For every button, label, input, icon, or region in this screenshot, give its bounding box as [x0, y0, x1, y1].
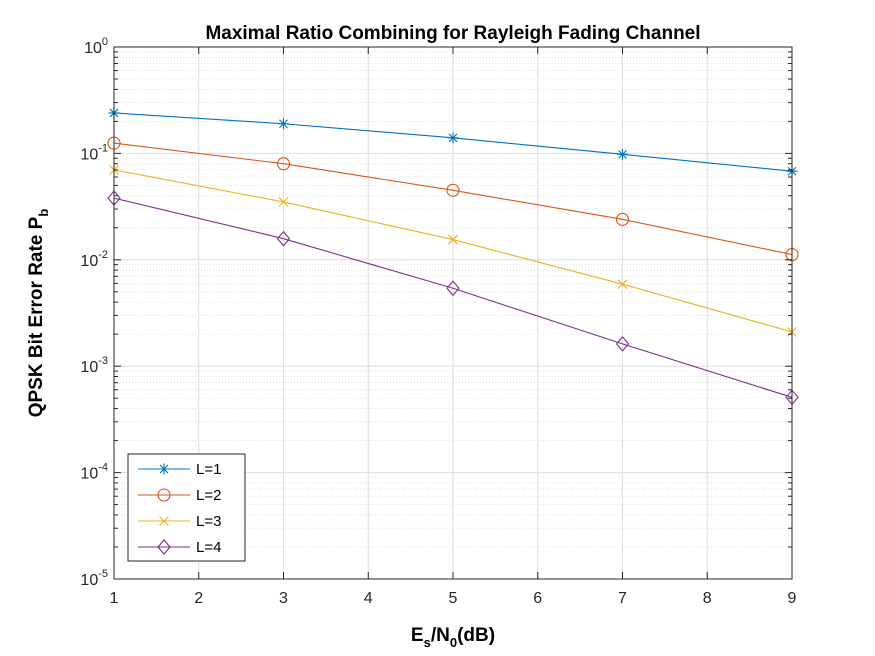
x-axis-label-tail: (dB) — [457, 625, 495, 646]
legend-box — [127, 453, 246, 562]
x-tick-label: 3 — [279, 590, 288, 607]
x-tick-labels: 1 2 3 4 5 6 7 8 9 — [110, 590, 797, 607]
x-axis-label-mid: /N — [431, 625, 450, 646]
legend-item-2: L=2 — [138, 487, 221, 504]
y-axis-label-sub: b — [36, 209, 51, 217]
y-tick-label: 100 — [84, 36, 108, 57]
legend-item-1: L=1 — [138, 461, 221, 478]
x-axis-label-sub2: 0 — [450, 635, 457, 650]
legend-marker — [159, 516, 169, 526]
y-tick-label: 10-3 — [80, 355, 108, 376]
x-tick-label: 4 — [364, 590, 373, 607]
x-tick-label: 9 — [788, 590, 797, 607]
data-point — [278, 197, 289, 207]
y-axis-label: QPSK Bit Error Rate Pb — [26, 209, 51, 418]
legend: L=1 L=2 L=3 L=4 — [127, 453, 246, 562]
y-tick-exponent: -3 — [98, 355, 108, 367]
x-tick-label: 1 — [110, 590, 119, 607]
data-point — [615, 212, 630, 226]
y-tick-base: 10 — [80, 146, 98, 163]
data-point — [615, 336, 630, 352]
y-tick-base: 10 — [80, 466, 98, 483]
y-tick-exponent: -1 — [98, 142, 108, 154]
x-tick-label: 7 — [618, 590, 627, 607]
data-point — [276, 230, 291, 247]
x-tick-label: 5 — [449, 590, 458, 607]
data-point — [278, 118, 289, 130]
y-tick-label: 10-2 — [80, 249, 108, 270]
legend-label: L=1 — [196, 461, 221, 478]
legend-marker — [157, 488, 171, 502]
data-point — [447, 132, 459, 144]
x-axis-label-main: E — [411, 625, 424, 646]
axis-ticks — [113, 46, 793, 580]
y-tick-label: 10-1 — [80, 142, 108, 163]
data-point — [617, 148, 628, 160]
y-tick-base: 10 — [84, 40, 102, 57]
y-tick-base: 10 — [80, 572, 98, 589]
data-point — [448, 234, 458, 245]
y-tick-label: 10-4 — [80, 462, 108, 483]
legend-label: L=4 — [196, 539, 221, 556]
y-tick-label: 10-5 — [80, 568, 108, 589]
y-tick-exponent: -2 — [98, 249, 108, 261]
data-point — [276, 157, 291, 171]
legend-label: L=3 — [196, 513, 221, 530]
legend-marker — [157, 539, 171, 555]
series-line — [113, 142, 793, 256]
legend-item-3: L=3 — [138, 513, 221, 530]
x-tick-label: 6 — [533, 590, 542, 607]
legend-marker — [158, 463, 170, 475]
series-layer — [107, 107, 799, 406]
data-point — [446, 280, 460, 297]
y-tick-exponent: -4 — [98, 462, 108, 474]
x-tick-label: 8 — [703, 590, 712, 607]
x-axis-label-sub1: s — [424, 635, 431, 650]
data-point — [617, 279, 628, 290]
x-axis-label: Es/N0(dB) — [411, 625, 495, 650]
x-tick-label: 2 — [194, 590, 203, 607]
series-4 — [107, 190, 799, 406]
legend-item-4: L=4 — [138, 539, 221, 556]
series-line — [113, 197, 793, 398]
data-point — [446, 183, 460, 197]
y-tick-base: 10 — [80, 359, 98, 376]
legend-label: L=2 — [196, 487, 221, 504]
y-axis-label-main: QPSK Bit Error Rate P — [26, 216, 47, 417]
chart-title: Maximal Ratio Combining for Rayleigh Fad… — [205, 23, 700, 44]
y-tick-exponent: -5 — [98, 568, 108, 580]
y-tick-exponent: 0 — [102, 36, 108, 48]
y-tick-base: 10 — [80, 253, 98, 270]
